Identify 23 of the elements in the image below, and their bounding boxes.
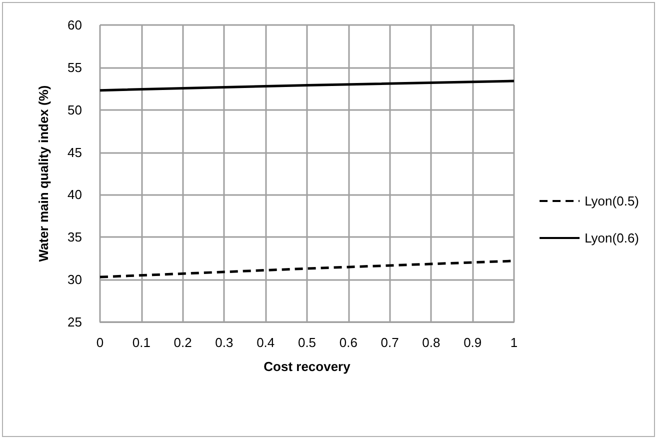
x-tick-label: 0.6 xyxy=(339,335,358,350)
x-tick-label: 0.9 xyxy=(464,335,482,350)
y-tick-label: 35 xyxy=(68,230,82,245)
x-tick-label: 0.7 xyxy=(380,335,399,350)
y-tick-label: 40 xyxy=(68,187,82,202)
y-tick-label: 25 xyxy=(68,314,82,330)
x-tick-label: 0.5 xyxy=(298,335,316,350)
y-tick-label: 55 xyxy=(68,60,82,75)
y-tick-label: 60 xyxy=(68,18,82,32)
legend-label: Lyon(0.6) xyxy=(584,230,639,246)
x-tick-label: 1 xyxy=(510,335,518,350)
y-tick-label: 45 xyxy=(68,144,82,160)
x-axis-title: Cost recovery xyxy=(264,359,352,374)
x-tick-label: 0.2 xyxy=(174,335,192,350)
x-tick-label: 0.4 xyxy=(256,335,275,350)
y-tick-label: 50 xyxy=(68,102,82,118)
x-tick-label: 0.8 xyxy=(422,335,440,350)
x-tick-label: 0 xyxy=(96,335,104,350)
y-axis-title: Water main quality index (%) xyxy=(36,85,51,262)
y-tick-label: 30 xyxy=(68,272,82,288)
x-tick-label: 0.3 xyxy=(215,335,234,350)
legend-label: Lyon(0.5) xyxy=(584,194,639,208)
x-tick-label: 0.1 xyxy=(132,335,150,350)
